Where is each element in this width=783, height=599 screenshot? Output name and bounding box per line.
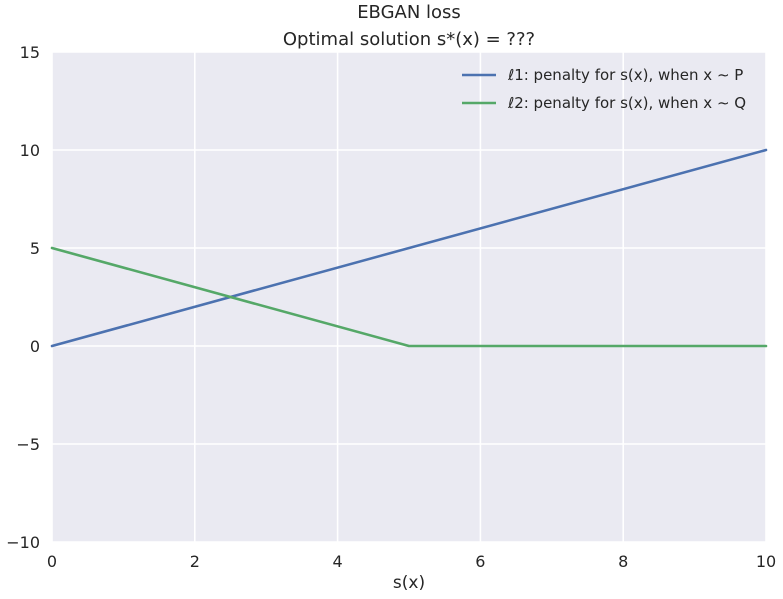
legend-label-2: ℓ2: penalty for s(x), when x ∼ Q — [507, 94, 746, 112]
plot-background — [52, 52, 766, 542]
x-tick-label: 4 — [333, 552, 343, 571]
y-tick-label: 0 — [30, 337, 40, 356]
chart-title-group: EBGAN loss Optimal solution s*(x) = ??? — [283, 2, 535, 50]
y-axis-ticks: −10 −5 0 5 10 15 — [6, 43, 40, 552]
series-line-2 — [50, 246, 768, 348]
legend: ℓ1: penalty for s(x), when x ∼ P ℓ2: pena… — [462, 66, 746, 112]
y-tick-label: −10 — [6, 533, 40, 552]
x-axis-label: s(x) — [393, 573, 425, 593]
x-tick-label: 0 — [47, 552, 57, 571]
chart-subtitle: Optimal solution s*(x) = ??? — [283, 29, 535, 50]
x-tick-label: 2 — [190, 552, 200, 571]
legend-label-1: ℓ1: penalty for s(x), when x ∼ P — [507, 66, 743, 84]
x-tick-label: 8 — [618, 552, 628, 571]
y-tick-label: 5 — [30, 239, 40, 258]
series-line-1 — [50, 148, 768, 348]
chart-title: EBGAN loss — [357, 2, 461, 23]
y-tick-label: 15 — [20, 43, 40, 62]
x-axis-ticks: 0 2 4 6 8 10 — [47, 552, 776, 571]
x-tick-label: 10 — [756, 552, 776, 571]
y-tick-label: 10 — [20, 141, 40, 160]
x-tick-label: 6 — [475, 552, 485, 571]
y-tick-label: −5 — [16, 435, 40, 454]
plot-area — [50, 51, 768, 543]
